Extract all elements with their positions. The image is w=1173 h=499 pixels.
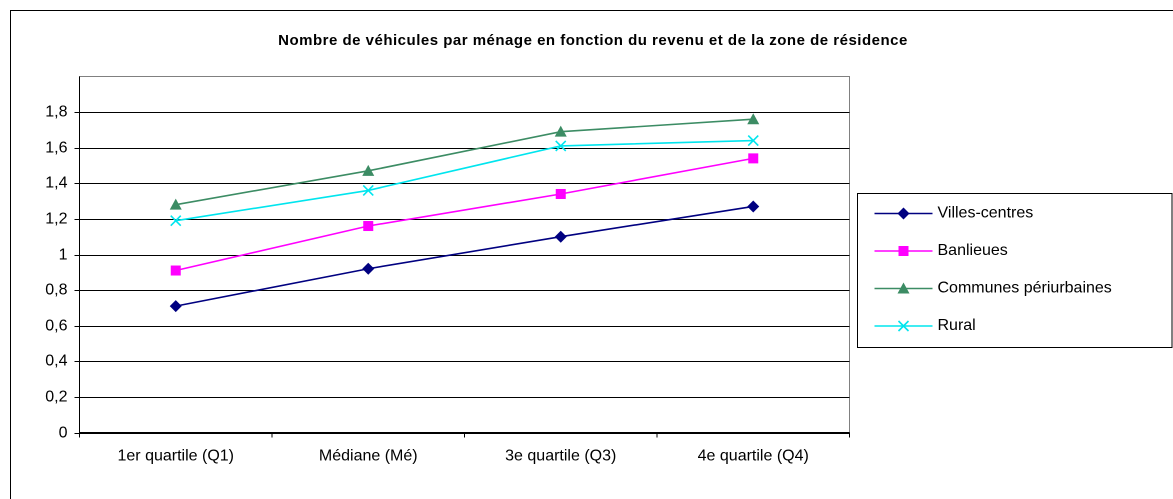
- marker: [747, 200, 760, 213]
- marker: [747, 135, 759, 147]
- marker: [747, 113, 760, 125]
- y-tick-label: 0,4: [45, 353, 67, 370]
- y-tick-label: 1: [59, 247, 68, 264]
- series-line: [175, 157, 754, 272]
- marker: [170, 265, 181, 276]
- x-tick-label: Médiane (Mé): [319, 448, 418, 465]
- marker: [363, 221, 374, 232]
- marker: [898, 246, 909, 256]
- marker: [897, 207, 910, 220]
- marker: [748, 153, 759, 164]
- marker: [362, 184, 374, 196]
- marker: [362, 164, 375, 176]
- legend-label: Villes-centres: [938, 205, 1034, 222]
- marker: [169, 198, 182, 210]
- plot-area: [79, 76, 850, 433]
- x-tick-label: 4e quartile (Q4): [698, 448, 809, 465]
- legend-label: Banlieues: [938, 242, 1008, 259]
- y-tick-label: 0,8: [45, 282, 67, 299]
- marker: [897, 282, 910, 294]
- marker: [554, 125, 567, 137]
- y-tick-label: 1,4: [45, 175, 67, 192]
- y-tick-label: 1,8: [45, 104, 67, 121]
- marker: [362, 262, 375, 275]
- y-tick-label: 1,6: [45, 140, 67, 157]
- series-line: [175, 205, 754, 307]
- y-tick-label: 0,6: [45, 318, 67, 335]
- marker: [170, 215, 182, 227]
- y-tick-label: 0,2: [45, 389, 67, 406]
- marker: [897, 320, 910, 332]
- series-line: [175, 118, 754, 206]
- x-tick-label: 1er quartile (Q1): [118, 448, 235, 465]
- marker: [555, 140, 567, 152]
- marker: [169, 300, 182, 313]
- x-tick-label: 3e quartile (Q3): [505, 448, 616, 465]
- chart-title: Nombre de véhicules par ménage en foncti…: [278, 32, 908, 49]
- y-tick-label: 1,2: [45, 211, 67, 228]
- legend-label: Communes périurbaines: [938, 280, 1112, 297]
- y-tick-label: 0: [59, 425, 68, 442]
- legend-label: Rural: [938, 317, 976, 334]
- marker: [554, 230, 567, 243]
- marker: [555, 188, 566, 199]
- legend-box: [857, 193, 1173, 348]
- series-line: [175, 139, 754, 222]
